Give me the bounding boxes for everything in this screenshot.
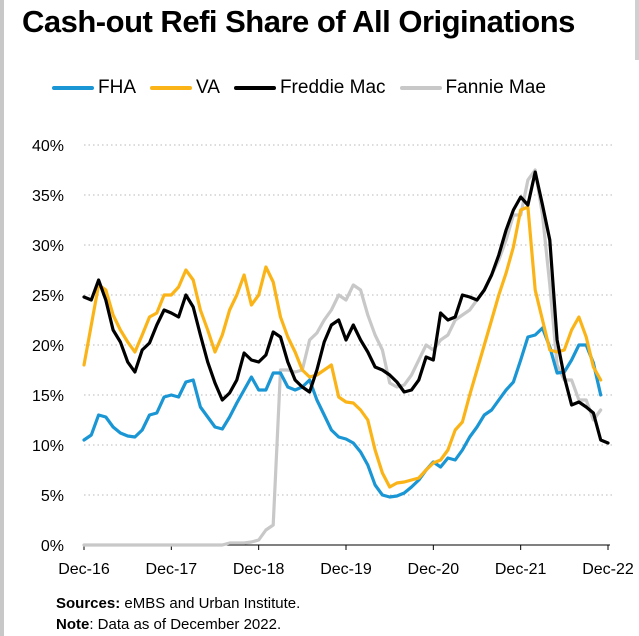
legend-item-freddie-mac: Freddie Mac (233, 77, 386, 99)
chart-legend: FHA VA Freddie Mac Fannie Mae (52, 77, 560, 99)
y-tick-label: 40% (32, 138, 64, 155)
sources-line: Sources: eMBS and Urban Institute. (56, 595, 300, 612)
sources-label: Sources: (56, 595, 121, 612)
x-tick-label: Dec-22 (582, 561, 634, 578)
line-chart: 0% 5% 10% 15% 20% 25% 30% 35% 40% Dec-16 Dec-17 Dec… (32, 138, 634, 578)
legend-label-fannie-mae: Fannie Mae (445, 77, 546, 98)
legend-label-fha: FHA (98, 77, 136, 98)
y-tick-label: 30% (32, 238, 64, 255)
x-tick-label: Dec-19 (320, 561, 372, 578)
y-tick-label: 10% (32, 438, 64, 455)
y-tick-label: 0% (41, 538, 64, 555)
right-frame-edge (635, 0, 639, 60)
x-tick-label: Dec-16 (58, 561, 110, 578)
legend-label-va: VA (196, 77, 220, 98)
legend-swatch-fannie-mae (399, 86, 442, 90)
legend-item-va: VA (150, 77, 220, 99)
note-text: : Data as of December 2022. (89, 616, 282, 633)
note-line: Note: Data as of December 2022. (56, 616, 281, 633)
legend-label-freddie-mac: Freddie Mac (279, 77, 386, 98)
y-tick-label: 5% (41, 488, 64, 505)
series-line-freddie-mac (82, 170, 610, 445)
note-label: Note (56, 616, 90, 633)
x-tick-label: Dec-20 (408, 561, 460, 578)
chart-title: Cash-out Refi Share of All Originations (22, 4, 575, 39)
series-line-fha (82, 326, 603, 499)
x-tick-label: Dec-21 (495, 561, 547, 578)
y-tick-label: 20% (32, 338, 64, 355)
legend-swatch-va (150, 86, 192, 90)
x-tick-label: Dec-17 (146, 561, 198, 578)
legend-swatch-freddie-mac (233, 86, 276, 90)
series-line-fannie-mae (82, 168, 603, 547)
sources-text: eMBS and Urban Institute. (120, 595, 301, 612)
y-tick-label: 25% (32, 288, 64, 305)
y-tick-label: 35% (32, 188, 64, 205)
legend-item-fha: FHA (52, 77, 136, 99)
x-tick-label: Dec-18 (233, 561, 285, 578)
legend-item-fannie-mae: Fannie Mae (399, 77, 546, 99)
legend-swatch-fha (52, 86, 94, 90)
series-line-va (82, 205, 603, 489)
left-frame-border (0, 0, 4, 636)
y-tick-label: 15% (32, 388, 64, 405)
